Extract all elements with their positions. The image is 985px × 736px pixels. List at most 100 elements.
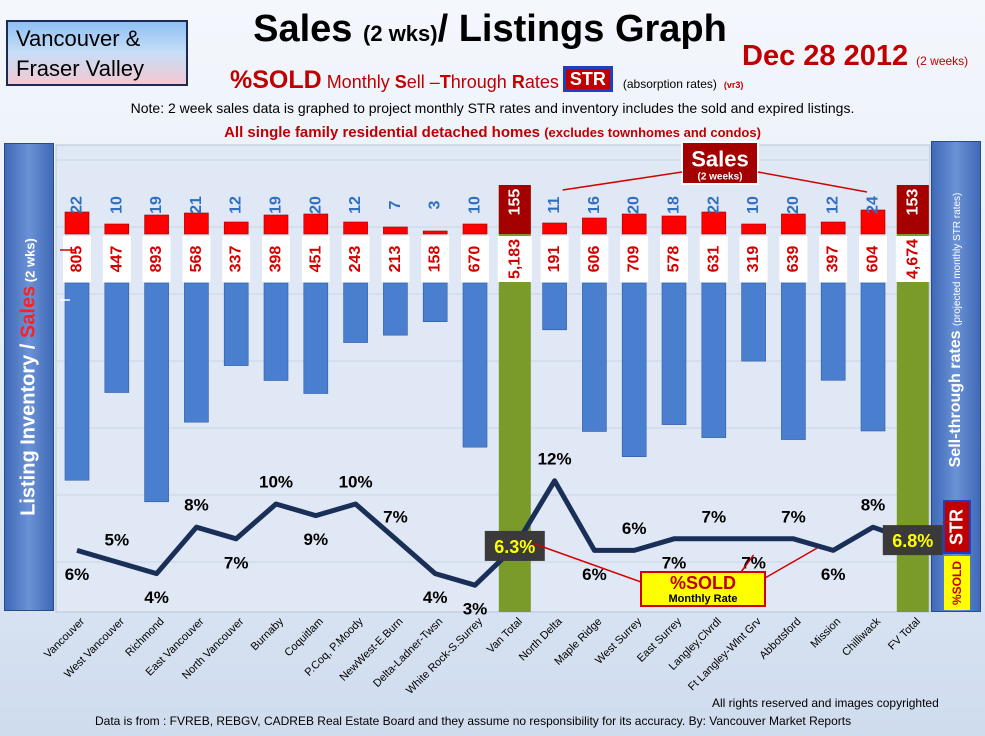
sold-rate-label: 6% <box>622 519 647 538</box>
sales-bar <box>343 221 368 235</box>
inventory-label: 578 <box>666 246 683 273</box>
region-line-2: Fraser Valley <box>16 56 144 81</box>
subtitle-part3: hrough <box>450 72 512 92</box>
subtitle2-small: (excludes townhomes and condos) <box>544 125 761 140</box>
subtitle: %SOLD Monthly Sell –Through Rates STR (abs… <box>230 66 743 95</box>
inventory-bar <box>781 282 806 440</box>
inventory-bar <box>144 282 169 503</box>
report-date: Dec 28 2012 (2 weeks) <box>742 40 968 73</box>
chart-title: Sales (2 wks)/ Listings Graph <box>200 8 780 51</box>
category-label: Van Total <box>485 616 525 656</box>
inventory-label-bg <box>660 236 688 282</box>
inventory-label-bg <box>859 236 887 282</box>
inventory-label: 639 <box>785 246 802 273</box>
subtitle-sold: %SOLD <box>230 66 322 94</box>
sales-label: 11 <box>546 196 563 213</box>
category-label: Burnaby <box>249 615 287 653</box>
inventory-label-bg <box>895 236 930 282</box>
inventory-label-bg <box>262 236 290 282</box>
sales-callout-box <box>681 141 759 185</box>
sold-rate-label: 4% <box>144 588 169 607</box>
inventory-label: 606 <box>586 246 603 273</box>
inventory-bar <box>741 282 766 362</box>
sales-label: 155 <box>506 189 523 216</box>
total-str-label: 6.3% <box>494 537 535 557</box>
footer-rights: All rights reserved and images copyright… <box>712 696 939 710</box>
inventory-label-bg <box>182 236 211 282</box>
region-label-box: Vancouver & Fraser Valley <box>6 20 188 86</box>
inventory-label-bg <box>620 236 649 282</box>
sales-bar <box>542 222 567 235</box>
inventory-label-bg <box>699 236 728 282</box>
absorption-note: (absorption rates) <box>622 77 717 91</box>
subtitle-part1: Monthly <box>321 72 395 92</box>
str-badge: STR <box>562 66 613 92</box>
sales-bar <box>661 215 687 235</box>
inventory-label: 568 <box>188 246 205 273</box>
inventory-label: 631 <box>705 246 722 273</box>
category-label: Mission <box>808 616 843 651</box>
category-label: Abbotsford <box>757 616 803 662</box>
inventory-bar <box>582 282 607 432</box>
inventory-bar <box>542 282 567 331</box>
sales-label: 7 <box>387 200 404 209</box>
inventory-label-bg <box>222 236 251 282</box>
sales-bar <box>263 214 289 235</box>
sold-rate-label: 7% <box>224 553 249 572</box>
sales-bar <box>104 223 130 235</box>
inventory-label-bg <box>819 236 848 282</box>
sales-label: 16 <box>586 196 603 214</box>
sold-rate-label: 10% <box>259 473 293 492</box>
subtitle-2: All single family residential detached h… <box>0 124 985 141</box>
sales-bar <box>462 223 488 235</box>
str-side-badge <box>943 500 971 554</box>
sales-callout-arrow <box>562 171 683 191</box>
subtitle-part4: ates <box>524 72 559 92</box>
sales-label: 20 <box>626 196 643 214</box>
sales-bar <box>144 214 169 235</box>
inventory-bar <box>104 282 130 393</box>
subtitle2-main: All single family residential detached h… <box>224 124 545 141</box>
sold-rate-label: 4% <box>423 588 448 607</box>
sales-label: 10 <box>467 196 484 214</box>
sales-bar <box>781 213 806 235</box>
sales-bar <box>741 223 766 235</box>
sales-bar <box>303 213 329 235</box>
inventory-label: 451 <box>307 246 324 273</box>
sold-callout-box <box>640 571 766 607</box>
subtitle-t: T <box>439 72 451 92</box>
sales-label: 22 <box>69 196 86 214</box>
sold-rate-label: 7% <box>383 507 408 526</box>
category-label: FV Total <box>886 616 923 653</box>
inventory-label-bg <box>779 236 808 282</box>
sold-callout-title: %SOLD <box>670 573 736 593</box>
inventory-bar <box>64 282 90 481</box>
inventory-bar <box>223 282 249 366</box>
sales-bar <box>223 221 249 235</box>
sales-label: 21 <box>188 196 205 214</box>
inventory-bar <box>184 282 209 423</box>
inventory-label-bg <box>341 236 370 282</box>
sold-rate-label: 7% <box>702 507 727 526</box>
inventory-label: 670 <box>467 246 484 273</box>
version-tag: (vr3) <box>723 80 744 90</box>
inventory-bar <box>383 282 408 336</box>
sales-label: 22 <box>705 196 722 214</box>
inventory-label-bg <box>580 236 609 282</box>
category-label: Delta-Ladner-Twsn <box>371 616 445 690</box>
sold-callout-sub: Monthly Rate <box>668 593 737 605</box>
sold-rate-label: 8% <box>184 496 209 515</box>
sold-rate-label: 3% <box>463 600 488 619</box>
inventory-label: 191 <box>546 246 563 273</box>
sold-callout-arrow <box>764 547 818 579</box>
sales-bar <box>422 230 448 235</box>
date-small: (2 weeks) <box>916 54 969 68</box>
total-str-label: 6.8% <box>892 531 933 551</box>
sales-label: 19 <box>148 196 165 214</box>
inventory-label-bg <box>497 236 532 282</box>
inventory-label: 243 <box>347 246 364 273</box>
inventory-label: 398 <box>268 246 285 273</box>
sales-bar-total <box>498 185 531 234</box>
title-part-b: / Listings Graph <box>437 8 727 50</box>
